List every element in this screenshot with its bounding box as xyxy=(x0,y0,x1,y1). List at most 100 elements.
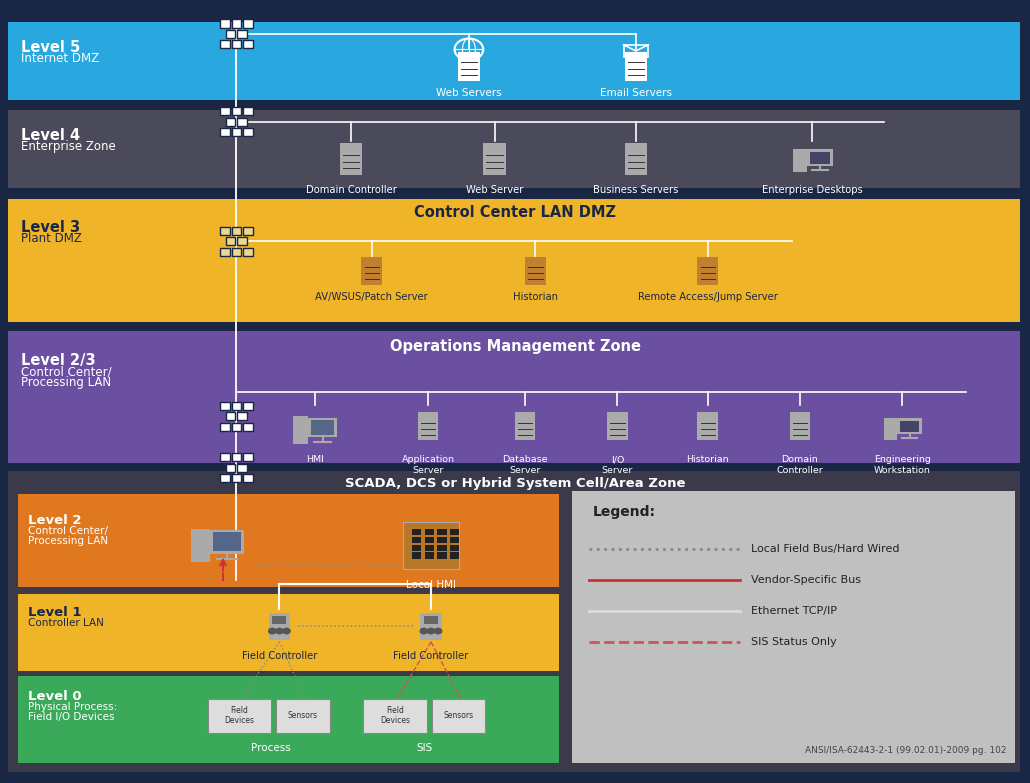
Text: AV/WSUS/Patch Server: AV/WSUS/Patch Server xyxy=(315,292,427,302)
Circle shape xyxy=(420,628,427,633)
Bar xyxy=(237,117,247,126)
Text: Vendor-Specific Bus: Vendor-Specific Bus xyxy=(751,575,861,585)
Bar xyxy=(437,553,447,558)
Bar xyxy=(232,247,241,256)
Bar xyxy=(220,227,230,235)
Circle shape xyxy=(276,628,283,633)
Bar xyxy=(232,107,241,115)
Text: Local Field Bus/Hard Wired: Local Field Bus/Hard Wired xyxy=(751,543,899,554)
Bar xyxy=(232,128,241,136)
Bar xyxy=(243,227,252,235)
Text: Domain
Controller: Domain Controller xyxy=(777,455,823,474)
Bar xyxy=(232,227,241,235)
Circle shape xyxy=(427,628,435,633)
Text: Operations Management Zone: Operations Management Zone xyxy=(389,338,641,354)
Bar xyxy=(573,491,1015,763)
Bar xyxy=(364,698,426,733)
Bar xyxy=(608,413,627,441)
Text: Historian: Historian xyxy=(513,292,558,302)
Bar xyxy=(623,45,648,57)
Text: Controller LAN: Controller LAN xyxy=(29,618,104,628)
Text: Historian: Historian xyxy=(686,455,729,464)
Bar xyxy=(220,453,230,461)
Text: Enterprise Desktops: Enterprise Desktops xyxy=(762,186,862,196)
Bar xyxy=(424,537,434,543)
Bar xyxy=(232,453,241,461)
Text: Web Servers: Web Servers xyxy=(436,88,502,99)
Bar xyxy=(269,613,290,640)
Bar xyxy=(403,522,459,569)
Text: SCADA, DCS or Hybrid System Cell/Area Zone: SCADA, DCS or Hybrid System Cell/Area Zo… xyxy=(345,477,685,490)
Bar xyxy=(226,30,235,38)
Text: Level 2/3: Level 2/3 xyxy=(22,353,96,369)
Bar xyxy=(412,537,421,543)
Text: Processing LAN: Processing LAN xyxy=(22,376,111,389)
Text: Enterprise Zone: Enterprise Zone xyxy=(22,139,116,153)
Text: Field Controller: Field Controller xyxy=(242,651,317,661)
Bar xyxy=(420,613,442,640)
Bar xyxy=(232,40,241,49)
Bar xyxy=(243,402,252,410)
Text: Physical Process:: Physical Process: xyxy=(29,702,117,712)
Bar xyxy=(697,257,718,285)
Bar xyxy=(418,413,438,441)
Text: Level 2: Level 2 xyxy=(29,514,82,527)
Bar xyxy=(237,464,247,471)
Text: SIS: SIS xyxy=(417,743,433,753)
Bar xyxy=(424,616,438,624)
Bar xyxy=(273,616,286,624)
Bar xyxy=(897,418,922,435)
Text: Control Center LAN DMZ: Control Center LAN DMZ xyxy=(414,205,616,220)
Bar xyxy=(191,529,209,562)
Bar xyxy=(424,545,434,551)
Circle shape xyxy=(283,628,290,633)
Bar xyxy=(8,331,1020,463)
Text: Processing LAN: Processing LAN xyxy=(29,536,108,546)
Bar xyxy=(226,413,235,420)
Bar xyxy=(437,537,447,543)
Text: Level 0: Level 0 xyxy=(29,690,82,703)
Bar xyxy=(624,143,647,175)
Text: HMI: HMI xyxy=(306,455,324,464)
Bar xyxy=(243,107,252,115)
Text: I/O
Server: I/O Server xyxy=(602,455,633,474)
Bar xyxy=(450,529,459,536)
Bar xyxy=(311,420,334,435)
Text: Level 3: Level 3 xyxy=(22,221,80,236)
Bar xyxy=(450,553,459,558)
Text: ANSI/ISA-62443-2-1 (99.02.01)-2009 pg. 102: ANSI/ISA-62443-2-1 (99.02.01)-2009 pg. 1… xyxy=(805,745,1006,755)
Text: Sensors: Sensors xyxy=(444,711,474,720)
Text: Field
Devices: Field Devices xyxy=(380,706,410,725)
Bar xyxy=(220,128,230,136)
Bar xyxy=(362,257,382,285)
Bar xyxy=(226,117,235,126)
Bar xyxy=(8,199,1020,322)
Bar xyxy=(432,698,485,733)
Bar xyxy=(220,107,230,115)
Bar xyxy=(243,40,252,49)
Bar xyxy=(483,143,506,175)
Text: Database
Server: Database Server xyxy=(503,455,548,474)
Bar xyxy=(220,20,230,27)
Text: Internet DMZ: Internet DMZ xyxy=(22,52,99,65)
Text: Local HMI: Local HMI xyxy=(406,579,456,590)
Bar xyxy=(220,40,230,49)
Bar xyxy=(293,417,308,445)
Bar xyxy=(810,152,830,164)
Bar xyxy=(450,545,459,551)
Bar xyxy=(220,474,230,482)
Bar xyxy=(8,110,1020,188)
Circle shape xyxy=(269,628,276,633)
Text: Field I/O Devices: Field I/O Devices xyxy=(29,712,115,722)
Text: Ethernet TCP/IP: Ethernet TCP/IP xyxy=(751,606,836,615)
Bar xyxy=(308,417,337,437)
Bar xyxy=(625,52,647,81)
Bar xyxy=(340,143,363,175)
Bar xyxy=(232,20,241,27)
Bar xyxy=(437,529,447,536)
Text: Level 1: Level 1 xyxy=(29,606,82,619)
Text: Control Center/: Control Center/ xyxy=(29,526,108,536)
Text: Sensors: Sensors xyxy=(287,711,318,720)
Bar xyxy=(900,420,919,432)
Bar xyxy=(237,413,247,420)
